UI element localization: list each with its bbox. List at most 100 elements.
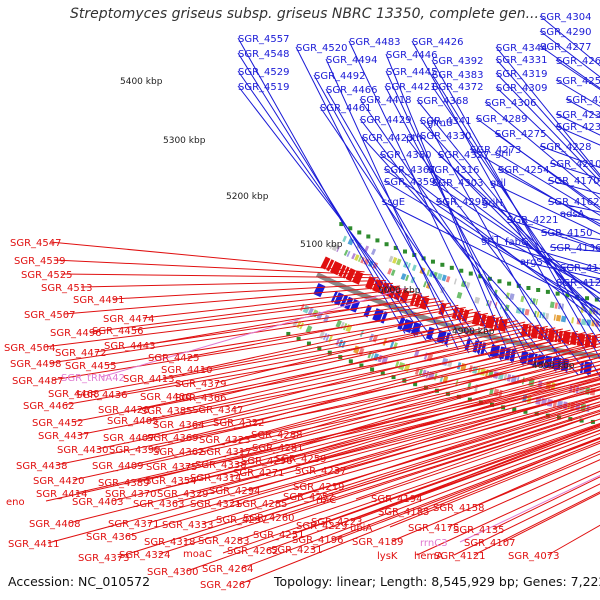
forward-gene-label[interactable]: SGR_4392 xyxy=(432,56,484,67)
forward-gene-label[interactable]: SGR_4303 xyxy=(432,178,484,189)
reverse-gene-label[interactable]: SGR_4428 xyxy=(98,405,150,416)
forward-gene-label[interactable]: SGR_4253 xyxy=(566,95,600,106)
forward-gene-label[interactable]: SGR_4492 xyxy=(314,71,366,82)
reverse-gene-label[interactable]: SGR_4194 xyxy=(371,494,423,505)
forward-gene-label[interactable]: SGR_4273 xyxy=(470,145,522,156)
reverse-gene-label[interactable]: eno xyxy=(6,497,25,508)
forward-gene-label[interactable]: SGR_4330 xyxy=(420,131,472,142)
reverse-gene-label[interactable]: SGR_4366 xyxy=(175,393,227,404)
forward-gene-label[interactable]: ssgE xyxy=(382,197,405,208)
reverse-gene-label[interactable]: SGR_4504 xyxy=(4,343,56,354)
forward-gene-label[interactable]: gril xyxy=(490,178,506,189)
reverse-gene-label[interactable]: SGR_4491 xyxy=(73,295,125,306)
reverse-gene-label[interactable]: SGR_4364 xyxy=(153,420,205,431)
reverse-gene-label[interactable]: SGR_4373 xyxy=(78,553,130,564)
forward-gene-label[interactable]: SGR_4418 xyxy=(360,95,412,106)
reverse-gene-label[interactable]: SGR_4333 xyxy=(162,520,214,531)
forward-gene-label[interactable]: SGR_4295 xyxy=(436,197,488,208)
reverse-gene-label[interactable]: SGR_4251 xyxy=(253,530,305,541)
reverse-gene-label[interactable]: SGR_4259 xyxy=(275,454,327,465)
reverse-gene-label[interactable]: SGR_4297 xyxy=(216,515,268,526)
forward-gene-label[interactable]: SGR_4162 xyxy=(548,197,600,208)
forward-gene-label[interactable]: SGR_4423 xyxy=(362,133,414,144)
forward-gene-label[interactable]: SGR_4236 xyxy=(556,110,600,121)
reverse-gene-label[interactable]: SGR_4365 xyxy=(86,532,138,543)
reverse-gene-label[interactable]: SGR_4283 xyxy=(198,536,250,547)
forward-gene-label[interactable]: SGR_4372 xyxy=(432,82,484,93)
forward-gene-label[interactable]: SGR_4529 xyxy=(238,67,290,78)
forward-gene-label[interactable]: SGR_4256 xyxy=(556,76,600,87)
reverse-gene-label[interactable]: SGR_4196 xyxy=(292,535,344,546)
reverse-gene-label[interactable]: SGR_4317 xyxy=(200,447,252,458)
reverse-gene-label[interactable]: SGR_4300 xyxy=(147,567,199,578)
reverse-gene-label[interactable]: SGR_4496 xyxy=(50,328,102,339)
reverse-gene-label[interactable]: SGR_4472 xyxy=(55,348,107,359)
reverse-gene-label[interactable]: SGR_4271 xyxy=(233,468,285,479)
forward-gene-label[interactable]: SGR_4383 xyxy=(432,70,484,81)
reverse-gene-label[interactable]: SGR_4363 xyxy=(133,499,185,510)
forward-gene-label[interactable]: SGR_4426 xyxy=(412,37,464,48)
forward-gene-label[interactable]: SGR_4306 xyxy=(485,98,537,109)
forward-gene-label[interactable]: SGR_4304 xyxy=(540,12,592,23)
reverse-gene-label[interactable]: SGR_4425 xyxy=(148,353,200,364)
forward-gene-label[interactable]: SGR_4131 xyxy=(560,263,600,274)
forward-gene-label[interactable]: SGR_4309 xyxy=(496,83,548,94)
forward-gene-label[interactable]: SGR_4380 xyxy=(380,150,432,161)
reverse-gene-label[interactable]: SGR_4294 xyxy=(209,486,261,497)
reverse-gene-label[interactable]: SGR_4455 xyxy=(65,361,117,372)
reverse-gene-label[interactable]: hemA xyxy=(414,551,443,562)
reverse-gene-label[interactable]: lysK xyxy=(377,551,398,562)
reverse-gene-label[interactable]: SGR_4371 xyxy=(108,519,160,530)
reverse-gene-label[interactable]: SGR_4231 xyxy=(271,545,323,556)
reverse-gene-label[interactable]: SGR_4175 xyxy=(408,523,460,534)
forward-gene-label[interactable]: SGR_4421 xyxy=(385,82,437,93)
reverse-gene-label[interactable]: SGR_4073 xyxy=(508,551,560,562)
reverse-gene-label[interactable]: SGR_4158 xyxy=(433,503,485,514)
forward-gene-label[interactable]: SGR_4466 xyxy=(326,85,378,96)
reverse-gene-label[interactable]: rbiC xyxy=(316,495,336,506)
forward-gene-label[interactable]: SGR_4446 xyxy=(386,50,438,61)
reverse-gene-label[interactable]: SGR_4430 xyxy=(57,445,109,456)
reverse-gene-label[interactable]: SGR_4443 xyxy=(104,341,156,352)
forward-gene-label[interactable]: SGR_4429 xyxy=(360,115,412,126)
forward-gene-label[interactable]: SGR_4122 xyxy=(556,278,600,289)
reverse-gene-label[interactable]: SGR_4399 xyxy=(109,445,161,456)
reverse-gene-label[interactable]: SGR_4318 xyxy=(144,537,196,548)
reverse-gene-label[interactable]: SGR_4314 xyxy=(190,473,242,484)
forward-gene-label[interactable]: SGR_4557 xyxy=(238,34,290,45)
reverse-gene-label[interactable]: SGR_4456 xyxy=(92,326,144,337)
reverse-gene-label[interactable]: SGR_4285 xyxy=(236,499,288,510)
forward-gene-label[interactable]: SGR_4331 xyxy=(496,55,548,66)
forward-gene-label[interactable]: SGR_4170 xyxy=(548,176,600,187)
forward-gene-label[interactable]: SGR_4290 xyxy=(540,27,592,38)
reverse-gene-label[interactable]: SGR_4462 xyxy=(23,401,75,412)
forward-gene-label[interactable]: SGR_4254 xyxy=(498,165,550,176)
reverse-gene-label[interactable]: SGR_4369 xyxy=(147,433,199,444)
reverse-gene-label[interactable]: SGR_4406 xyxy=(140,392,192,403)
reverse-gene-label[interactable]: SGR_4252 xyxy=(283,492,335,503)
forward-gene-label[interactable]: argS xyxy=(520,257,543,268)
forward-gene-label[interactable]: griT xyxy=(481,235,501,246)
reverse-gene-label[interactable]: SGR_4264 xyxy=(202,564,254,575)
forward-gene-label[interactable]: SGR_4445 xyxy=(386,67,438,78)
forward-gene-label[interactable]: gril xyxy=(495,148,511,159)
forward-gene-label[interactable]: SGR_4367 xyxy=(384,165,436,176)
reverse-gene-label[interactable]: SGR_4410 xyxy=(161,365,213,376)
reverse-gene-label[interactable]: SGR_4354 xyxy=(145,476,197,487)
reverse-gene-label[interactable]: moaC xyxy=(183,549,212,560)
forward-gene-label[interactable]: SGR_4368 xyxy=(417,96,469,107)
forward-gene-label[interactable]: SGR_4520 xyxy=(296,43,348,54)
forward-gene-label[interactable]: SGR_4230 xyxy=(556,122,600,133)
reverse-gene-label[interactable]: SGR_4407 xyxy=(103,433,155,444)
reverse-gene-label[interactable]: SGR_4296 xyxy=(241,456,293,467)
reverse-gene-label[interactable]: SGR_4288 xyxy=(251,430,303,441)
forward-gene-label[interactable]: SGR_4150 xyxy=(541,228,593,239)
forward-gene-label[interactable]: SGR_4210 xyxy=(550,159,600,170)
reverse-gene-label[interactable]: SGR_4281 xyxy=(252,443,304,454)
forward-gene-label[interactable]: SGR_4341 xyxy=(420,116,472,127)
forward-gene-label[interactable]: SGR_4275 xyxy=(495,129,547,140)
forward-gene-label[interactable]: SGR_4316 xyxy=(428,165,480,176)
reverse-gene-label[interactable]: SGR_4389 xyxy=(98,478,150,489)
forward-gene-label[interactable]: SGR_4319 xyxy=(496,69,548,80)
forward-gene-label[interactable]: SGR_4261 xyxy=(556,56,600,67)
